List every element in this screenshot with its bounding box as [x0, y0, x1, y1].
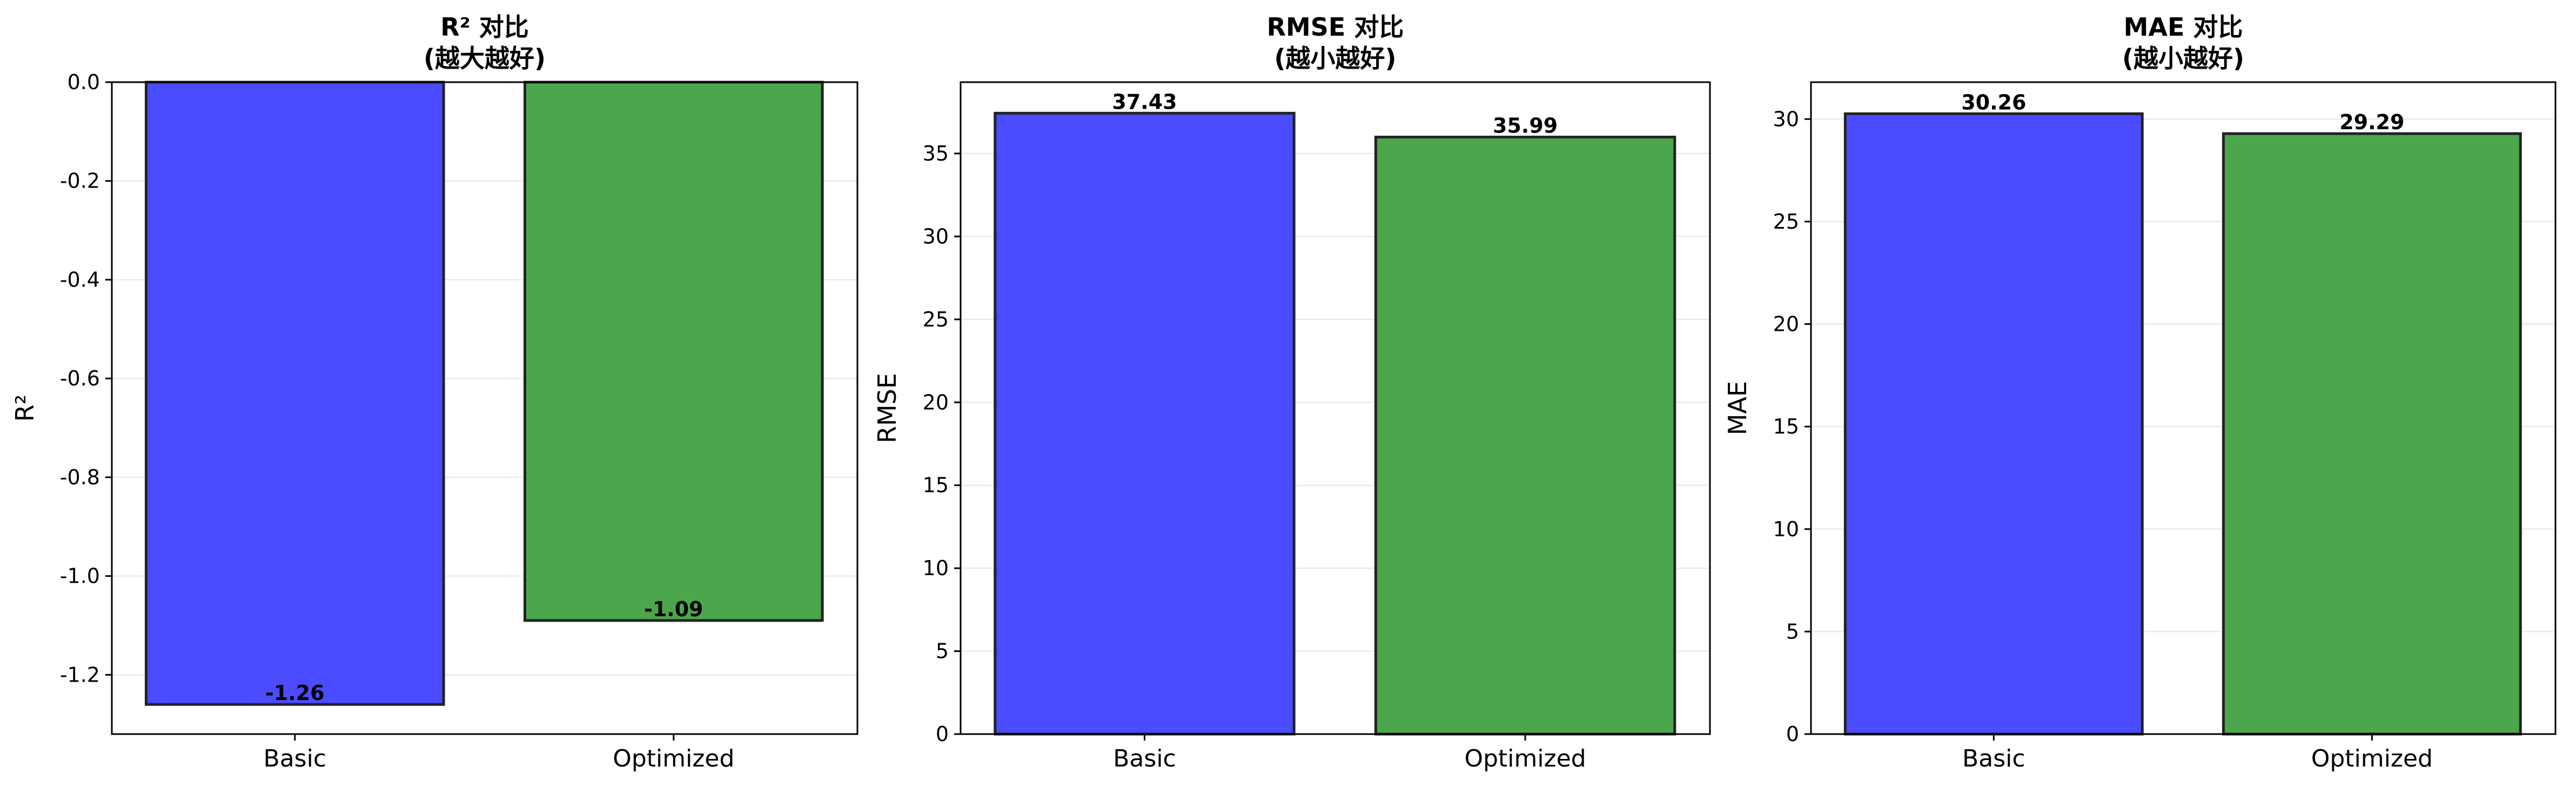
y-tick-label: 10 — [923, 556, 949, 580]
chart-subtitle: (越小越好) — [2122, 44, 2244, 73]
chart-title: R² 对比 — [440, 12, 529, 42]
x-tick-label: Optimized — [1464, 745, 1586, 772]
y-tick-label: -0.8 — [60, 465, 100, 489]
y-tick-label: 5 — [936, 639, 949, 663]
bar-basic — [144, 81, 445, 706]
chart-panel-1: R² 对比(越大越好) -1.26 Basic -1.09 Optimized 0.0 -0… — [10, 12, 858, 772]
y-tick-label: -1.0 — [60, 564, 100, 588]
y-tick-label: 35 — [923, 142, 949, 165]
y-tick-label: 5 — [1786, 619, 1799, 643]
y-tick-label: 30 — [923, 224, 949, 248]
data-label: 35.99 — [1493, 114, 1558, 138]
bar-optimized — [2222, 132, 2522, 736]
x-tick-label: Basic — [1113, 745, 1176, 772]
bar-basic — [994, 111, 1296, 736]
y-tick-label: -0.4 — [60, 268, 100, 291]
data-label: -1.26 — [265, 681, 325, 705]
chart-subtitle: (越大越好) — [424, 44, 546, 73]
y-tick-label: 10 — [1773, 517, 1799, 541]
data-label: 37.43 — [1112, 90, 1177, 114]
y-tick-label: 0 — [936, 722, 949, 746]
x-tick-label: Optimized — [2311, 745, 2433, 772]
y-tick-label: -1.2 — [60, 663, 100, 687]
axes-frame — [111, 81, 858, 735]
axes-frame — [960, 81, 1711, 735]
chart-subtitle: (越小越好) — [1274, 44, 1396, 73]
data-label: -1.09 — [644, 597, 703, 621]
y-tick-label: 15 — [1773, 415, 1799, 438]
y-tick-label: 30 — [1773, 107, 1799, 131]
x-tick-label: Optimized — [613, 745, 734, 772]
bar-optimized — [524, 81, 824, 622]
y-tick-label: 0 — [1786, 722, 1799, 746]
y-tick-label: -0.6 — [60, 366, 100, 390]
y-axis-label: MAE — [1723, 381, 1752, 435]
chart-panel-3: MAE 对比(越小越好) 30.26 Basic 29.29 Optimized 0 5 10… — [1723, 12, 2557, 772]
y-tick-label: 20 — [1773, 312, 1799, 336]
y-tick-label: 25 — [1773, 210, 1799, 234]
y-tick-label: -0.2 — [60, 169, 100, 193]
data-label: 29.29 — [2339, 110, 2404, 134]
y-tick-label: 15 — [923, 474, 949, 497]
y-tick-label: 25 — [923, 308, 949, 331]
y-axis-label: RMSE — [873, 373, 902, 443]
y-axis-label: R² — [10, 395, 39, 422]
axes-frame — [1810, 81, 2557, 735]
data-label: 30.26 — [1961, 90, 2026, 114]
bar-basic — [1843, 112, 2144, 736]
y-tick-label: 20 — [923, 390, 949, 414]
chart-title: RMSE 对比 — [1267, 12, 1404, 42]
chart-panel-2: RMSE 对比(越小越好) 37.43 Basic 35.99 Optimized 0 5 1… — [873, 12, 1711, 772]
bar-optimized — [1374, 136, 1676, 736]
chart-title: MAE 对比 — [2124, 12, 2243, 42]
x-tick-label: Basic — [1962, 745, 2025, 772]
x-tick-label: Basic — [264, 745, 327, 772]
y-tick-label: 0.0 — [68, 70, 100, 94]
